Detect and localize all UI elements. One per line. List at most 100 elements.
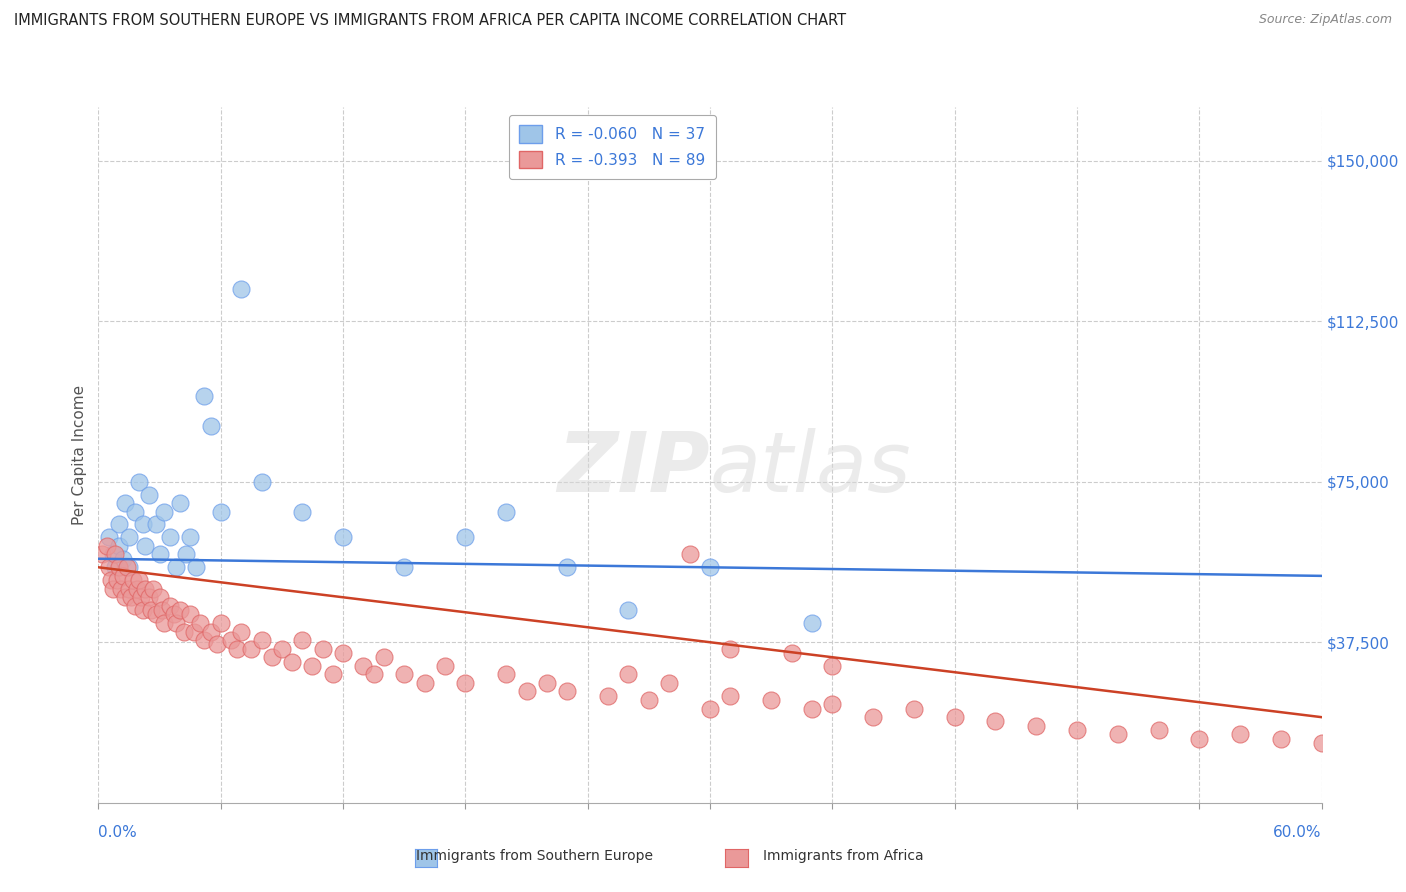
- Point: [231, 282, 253, 296]
- Point: [260, 650, 283, 665]
- Point: [231, 624, 253, 639]
- Point: [943, 710, 966, 724]
- Point: [332, 646, 354, 660]
- Point: [200, 419, 222, 434]
- Point: [1188, 731, 1211, 746]
- Point: [104, 548, 127, 562]
- Point: [97, 560, 120, 574]
- Y-axis label: Per Capita Income: Per Capita Income: [72, 384, 87, 525]
- Point: [821, 698, 844, 712]
- Point: [270, 641, 294, 656]
- Point: [617, 603, 640, 617]
- Point: [174, 548, 197, 562]
- Point: [149, 548, 172, 562]
- Point: [141, 603, 163, 617]
- Point: [801, 615, 824, 630]
- Point: [363, 667, 385, 681]
- Text: atlas: atlas: [710, 428, 911, 509]
- Point: [118, 582, 141, 596]
- Point: [159, 530, 181, 544]
- Point: [169, 496, 191, 510]
- Point: [188, 615, 212, 630]
- Point: [555, 684, 579, 698]
- Point: [495, 667, 517, 681]
- Text: 0.0%: 0.0%: [98, 825, 138, 840]
- Point: [658, 676, 681, 690]
- Point: [984, 714, 1007, 729]
- Point: [373, 650, 395, 665]
- Point: [332, 530, 354, 544]
- Point: [100, 573, 122, 587]
- Point: [129, 591, 152, 605]
- Point: [1066, 723, 1088, 737]
- Point: [637, 693, 661, 707]
- Point: [128, 573, 150, 587]
- Point: [152, 505, 174, 519]
- Point: [699, 701, 721, 715]
- Point: [101, 548, 124, 562]
- Point: [240, 641, 263, 656]
- Point: [179, 530, 201, 544]
- Point: [1025, 719, 1047, 733]
- Point: [138, 591, 160, 605]
- Point: [104, 560, 127, 574]
- Point: [495, 505, 517, 519]
- Point: [250, 475, 273, 489]
- Point: [699, 560, 721, 574]
- Text: Source: ZipAtlas.com: Source: ZipAtlas.com: [1258, 13, 1392, 27]
- Point: [1270, 731, 1292, 746]
- Point: [862, 710, 884, 724]
- Point: [169, 603, 191, 617]
- Point: [1107, 727, 1129, 741]
- Point: [145, 517, 167, 532]
- Point: [134, 539, 156, 553]
- Point: [128, 475, 150, 489]
- Point: [1310, 736, 1333, 750]
- Point: [114, 496, 136, 510]
- Point: [111, 569, 134, 583]
- Point: [312, 641, 335, 656]
- Point: [138, 487, 160, 501]
- Point: [555, 560, 579, 574]
- Point: [536, 676, 558, 690]
- Point: [165, 615, 187, 630]
- Point: [193, 633, 215, 648]
- Point: [118, 530, 141, 544]
- Point: [454, 676, 477, 690]
- Point: [165, 560, 187, 574]
- Point: [145, 607, 167, 622]
- Point: [209, 505, 232, 519]
- Point: [352, 658, 374, 673]
- Text: Immigrants from Southern Europe: Immigrants from Southern Europe: [416, 849, 652, 863]
- Point: [1147, 723, 1170, 737]
- Point: [780, 646, 803, 660]
- Point: [392, 560, 416, 574]
- Point: [110, 582, 132, 596]
- Point: [205, 637, 228, 651]
- Point: [115, 560, 138, 574]
- Text: Immigrants from Africa: Immigrants from Africa: [763, 849, 924, 863]
- Point: [226, 641, 249, 656]
- Point: [301, 658, 323, 673]
- Point: [617, 667, 640, 681]
- Text: 60.0%: 60.0%: [1274, 825, 1322, 840]
- Point: [118, 560, 141, 574]
- Point: [134, 582, 156, 596]
- Point: [454, 530, 477, 544]
- Point: [903, 701, 925, 715]
- Point: [291, 633, 314, 648]
- Point: [97, 530, 120, 544]
- Point: [179, 607, 201, 622]
- Point: [111, 551, 134, 566]
- Point: [434, 658, 457, 673]
- Point: [173, 624, 195, 639]
- Point: [598, 689, 620, 703]
- Point: [718, 689, 742, 703]
- Point: [322, 667, 344, 681]
- Point: [821, 658, 844, 673]
- Point: [679, 548, 702, 562]
- Point: [801, 701, 824, 715]
- Point: [142, 582, 165, 596]
- Point: [120, 591, 142, 605]
- Point: [413, 676, 436, 690]
